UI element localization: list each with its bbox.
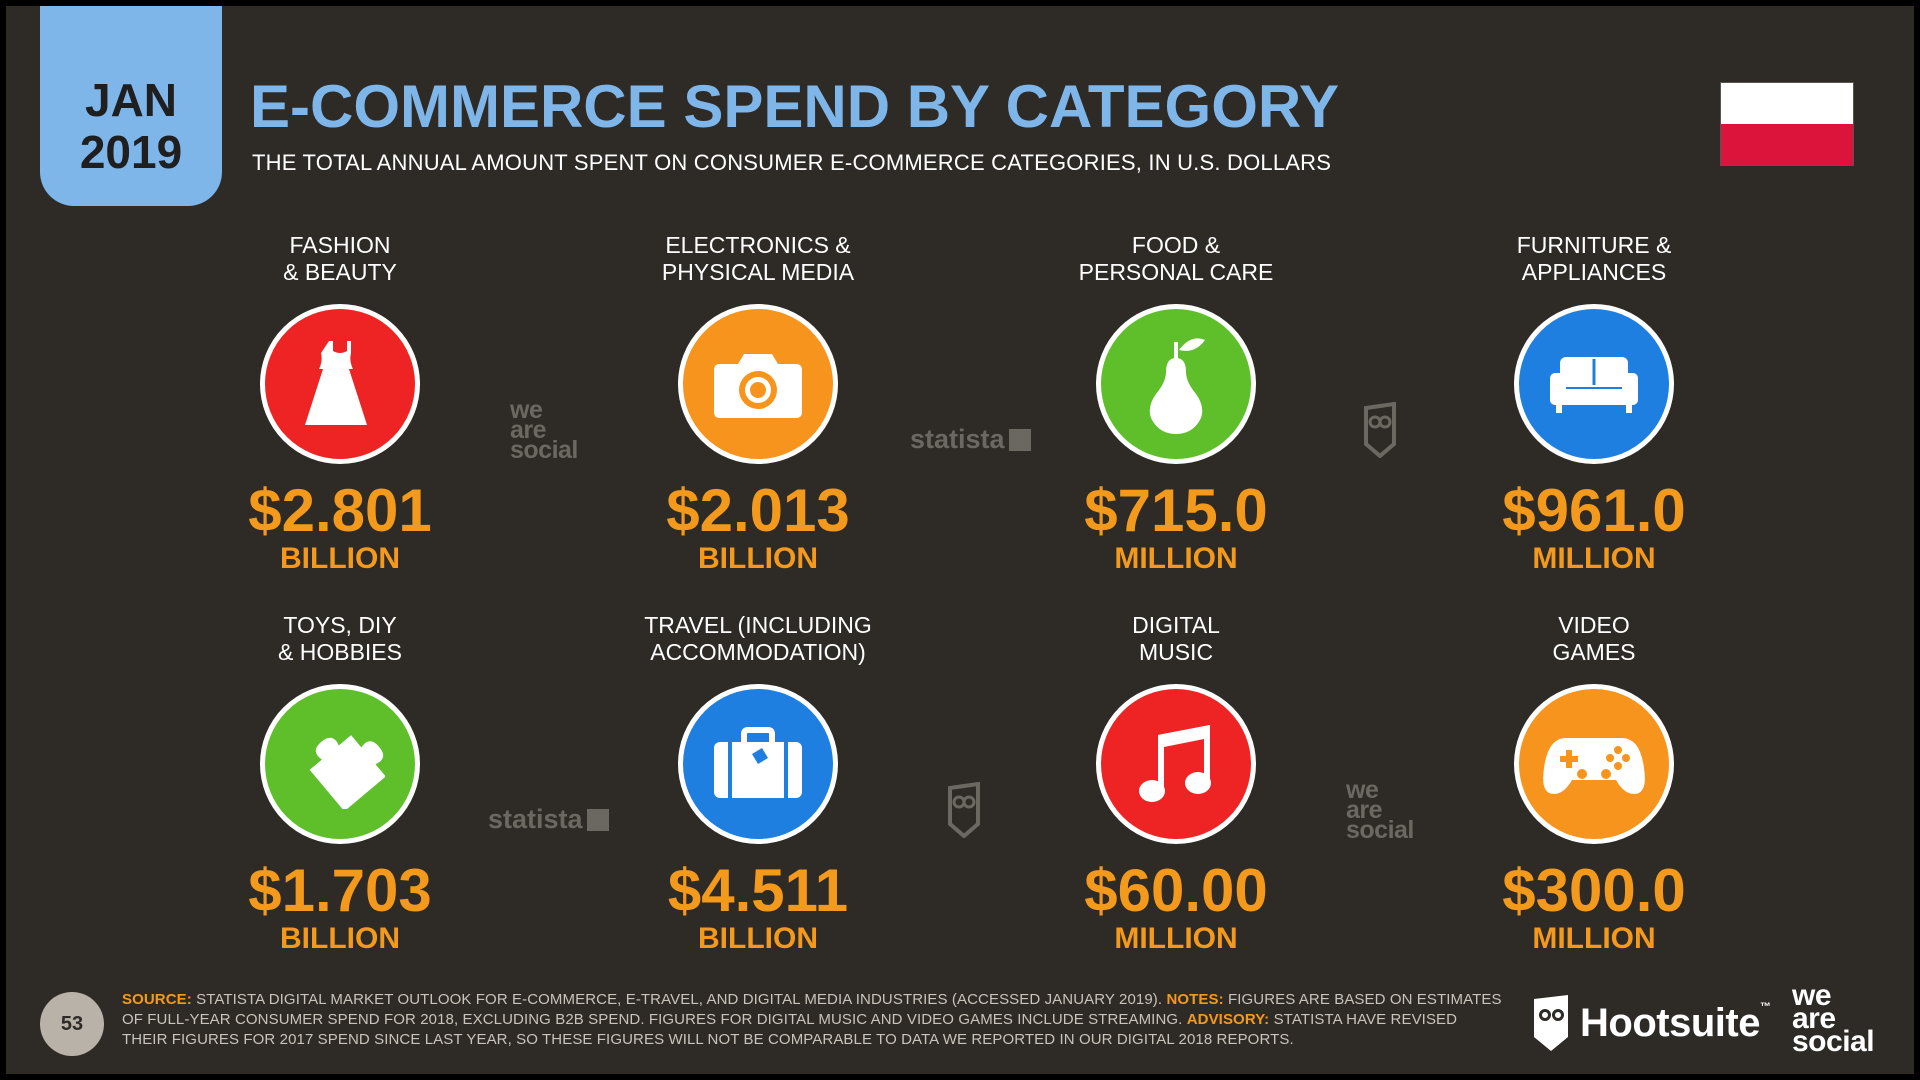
category-value: $715.0 — [1084, 477, 1268, 544]
we-are-social-watermark: we are social — [1346, 776, 1414, 844]
slide: JAN 2019 E-COMMERCE SPEND BY CATEGORY TH… — [6, 6, 1914, 1074]
category-card-video-games: VIDEO GAMES $300.0 MILLION — [1444, 612, 1744, 956]
statista-watermark: statista — [910, 424, 1031, 455]
category-card-furniture: FURNITURE & APPLIANCES $961.0 MILLION — [1444, 232, 1744, 576]
category-card-music: DIGITAL MUSIC $60.00 MILLION — [1026, 612, 1326, 956]
pear-icon — [1096, 304, 1256, 464]
category-unit: MILLION — [1114, 922, 1238, 955]
category-label: DIGITAL MUSIC — [1132, 612, 1220, 665]
hootsuite-owl-icon — [1534, 995, 1568, 1051]
poland-flag-icon — [1720, 82, 1854, 166]
page-title: E-COMMERCE SPEND BY CATEGORY — [250, 73, 1339, 140]
category-value: $4.511 — [667, 857, 849, 924]
category-unit: BILLION — [698, 542, 818, 575]
category-value: $300.0 — [1502, 857, 1686, 924]
category-label: FOOD & PERSONAL CARE — [1078, 232, 1274, 285]
owl-watermark-icon — [948, 782, 980, 838]
music-note-icon — [1096, 684, 1256, 844]
owl-watermark-icon — [1364, 402, 1396, 458]
notes-text: FIGURES ARE BASED ON ESTIMATES OF FULL-Y… — [122, 991, 1502, 1028]
advisory-text: STATISTA HAVE REVISED THEIR FIGURES FOR … — [122, 1011, 1458, 1048]
footnote: SOURCE: STATISTA DIGITAL MARKET OUTLOOK … — [122, 990, 1502, 1050]
category-label: ELECTRONICS & PHYSICAL MEDIA — [661, 232, 855, 285]
advisory-label: ADVISORY: — [1186, 1011, 1270, 1028]
category-value: $1.703 — [248, 857, 432, 924]
category-card-travel: TRAVEL (INCLUDING ACCOMMODATION) $4.511 B… — [608, 612, 908, 956]
category-unit: MILLION — [1532, 542, 1656, 575]
date-year: 2019 — [79, 126, 183, 178]
puzzle-icon — [260, 684, 420, 844]
statista-watermark: statista — [488, 804, 609, 835]
category-unit: MILLION — [1114, 542, 1238, 575]
we-are-social-watermark: we are social — [510, 396, 578, 464]
source-label: SOURCE: — [122, 991, 192, 1008]
gamepad-icon — [1514, 684, 1674, 844]
camera-icon — [678, 304, 838, 464]
category-value: $2.801 — [248, 477, 432, 544]
date-month: JAN — [84, 74, 178, 126]
category-card-toys: TOYS, DIY & HOBBIES $1.703 BILLION — [190, 612, 490, 956]
sofa-icon — [1514, 304, 1674, 464]
notes-label: NOTES: — [1166, 991, 1224, 1008]
category-unit: BILLION — [280, 542, 400, 575]
category-label: TOYS, DIY & HOBBIES — [278, 612, 402, 665]
suitcase-icon — [678, 684, 838, 844]
source-text: STATISTA DIGITAL MARKET OUTLOOK FOR E-CO… — [196, 991, 1163, 1008]
page-number: 53 — [40, 992, 104, 1056]
category-card-fashion: FASHION & BEAUTY $2.801 BILLION — [190, 232, 490, 576]
category-label: FASHION & BEAUTY — [283, 232, 397, 285]
category-value: $961.0 — [1502, 477, 1686, 544]
we-are-social-logo: we are social — [1792, 979, 1875, 1058]
date-tab: JAN 2019 — [40, 6, 222, 206]
category-unit: BILLION — [698, 922, 818, 955]
category-unit: MILLION — [1532, 922, 1656, 955]
category-label: VIDEO GAMES — [1552, 612, 1636, 665]
category-unit: BILLION — [280, 922, 400, 955]
dress-icon — [260, 304, 420, 464]
category-value: $2.013 — [666, 477, 850, 544]
category-card-electronics: ELECTRONICS & PHYSICAL MEDIA $2.013 BILLI… — [608, 232, 908, 576]
category-label: TRAVEL (INCLUDING ACCOMMODATION) — [644, 612, 872, 665]
category-value: $60.00 — [1084, 857, 1268, 924]
hootsuite-logo: Hootsuite™ — [1532, 990, 1771, 1056]
page-subtitle: THE TOTAL ANNUAL AMOUNT SPENT ON CONSUME… — [252, 150, 1332, 175]
category-card-food: FOOD & PERSONAL CARE $715.0 MILLION — [1026, 232, 1326, 576]
category-label: FURNITURE & APPLIANCES — [1516, 232, 1672, 285]
